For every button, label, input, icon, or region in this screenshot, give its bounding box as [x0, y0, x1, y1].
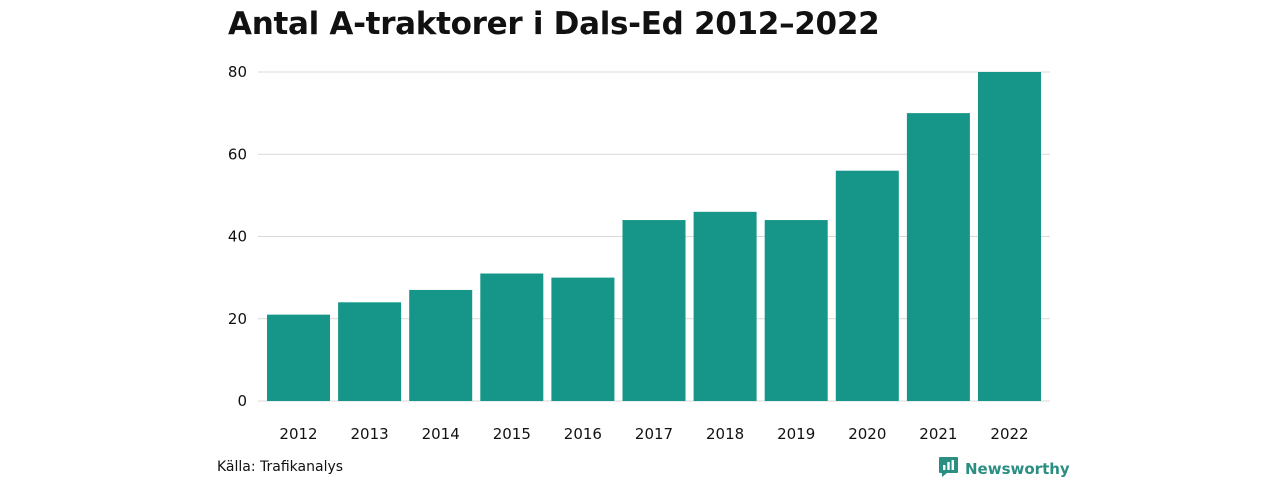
bar-2019 [764, 220, 828, 401]
x-tick-label: 2015 [493, 425, 531, 443]
x-tick-label: 2016 [564, 425, 602, 443]
x-tick-label: 2017 [635, 425, 673, 443]
bar-2021 [906, 113, 970, 401]
x-tick-label: 2018 [706, 425, 744, 443]
x-tick-label: 2022 [990, 425, 1028, 443]
bar-2016 [551, 277, 615, 401]
x-tick-label: 2013 [351, 425, 389, 443]
bar-2018 [693, 211, 757, 401]
bar-2014 [409, 289, 473, 401]
bar-2022 [978, 72, 1041, 401]
bars [267, 72, 1041, 401]
bar-2020 [835, 170, 899, 401]
y-axis-ticks: 0 20 40 60 80 [228, 63, 247, 410]
y-tick-label: 40 [228, 228, 247, 246]
y-tick-label: 60 [228, 145, 247, 163]
brand-logo: Newsworthy [938, 456, 1070, 481]
bar-2017 [622, 220, 686, 401]
newsworthy-logo-icon [938, 456, 959, 481]
x-tick-label: 2019 [777, 425, 815, 443]
bar-2012 [267, 314, 330, 401]
brand-label: Newsworthy [965, 459, 1070, 478]
x-tick-label: 2014 [422, 425, 460, 443]
chart-title: Antal A-traktorer i Dals-Ed 2012–2022 [228, 6, 880, 42]
y-tick-label: 80 [228, 63, 247, 81]
x-tick-label: 2012 [279, 425, 317, 443]
x-tick-label: 2020 [848, 425, 886, 443]
bar-2015 [480, 273, 544, 401]
y-tick-label: 20 [228, 310, 247, 328]
x-axis-ticks: 2012 2013 2014 2015 2016 2017 2018 2019 2020 2021… [279, 425, 1028, 443]
y-tick-label: 0 [237, 392, 247, 410]
bar-2013 [338, 302, 402, 401]
x-tick-label: 2021 [919, 425, 957, 443]
source-note: Källa: Trafikanalys [217, 459, 344, 475]
